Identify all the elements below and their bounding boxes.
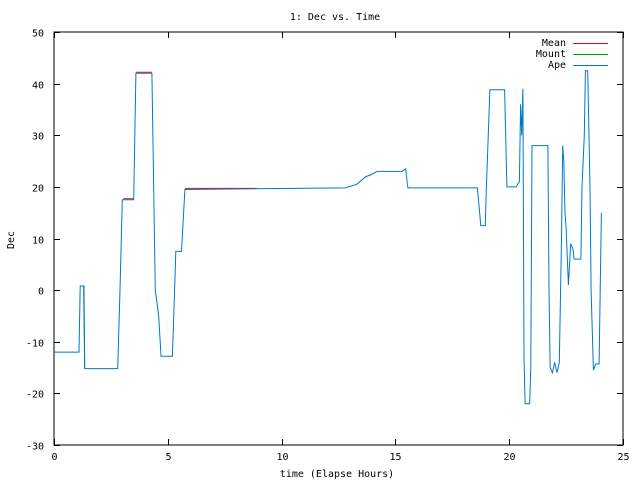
legend-label-ape: Ape bbox=[548, 60, 566, 71]
series-line-ape-0 bbox=[54, 70, 602, 405]
y-tick-label-5: 20 bbox=[32, 184, 44, 195]
y-tick-label-1: -20 bbox=[26, 390, 44, 401]
y-tick-label-8: 50 bbox=[32, 29, 44, 40]
y-tick-label-4: 10 bbox=[32, 236, 44, 247]
x-tick-label-1: 5 bbox=[165, 452, 171, 463]
chart-title: 1: Dec vs. Time bbox=[290, 12, 380, 23]
y-tick-label-0: -30 bbox=[26, 442, 44, 453]
x-tick-label-4: 20 bbox=[503, 452, 515, 463]
y-tick-label-6: 30 bbox=[32, 132, 44, 143]
x-tick-label-0: 0 bbox=[51, 452, 57, 463]
legend-label-mount: Mount bbox=[536, 49, 566, 60]
x-axis-label: time (Elapse Hours) bbox=[280, 469, 394, 480]
series-layer bbox=[54, 70, 602, 405]
y-axis-label: Dec bbox=[6, 231, 17, 249]
plot-frame bbox=[53, 31, 624, 446]
y-tick-label-2: -10 bbox=[26, 339, 44, 350]
y-tick-label-3: 0 bbox=[38, 287, 44, 298]
y-tick-label-7: 40 bbox=[32, 81, 44, 92]
legend-label-mean: Mean bbox=[542, 38, 566, 49]
x-tick-label-5: 25 bbox=[617, 452, 629, 463]
x-tick-label-3: 15 bbox=[389, 452, 401, 463]
axes: 0 5 10 15 20 25 -30 -20 -10 0 10 20 30 40 50 bbox=[26, 29, 630, 464]
x-tick-label-2: 10 bbox=[276, 452, 288, 463]
